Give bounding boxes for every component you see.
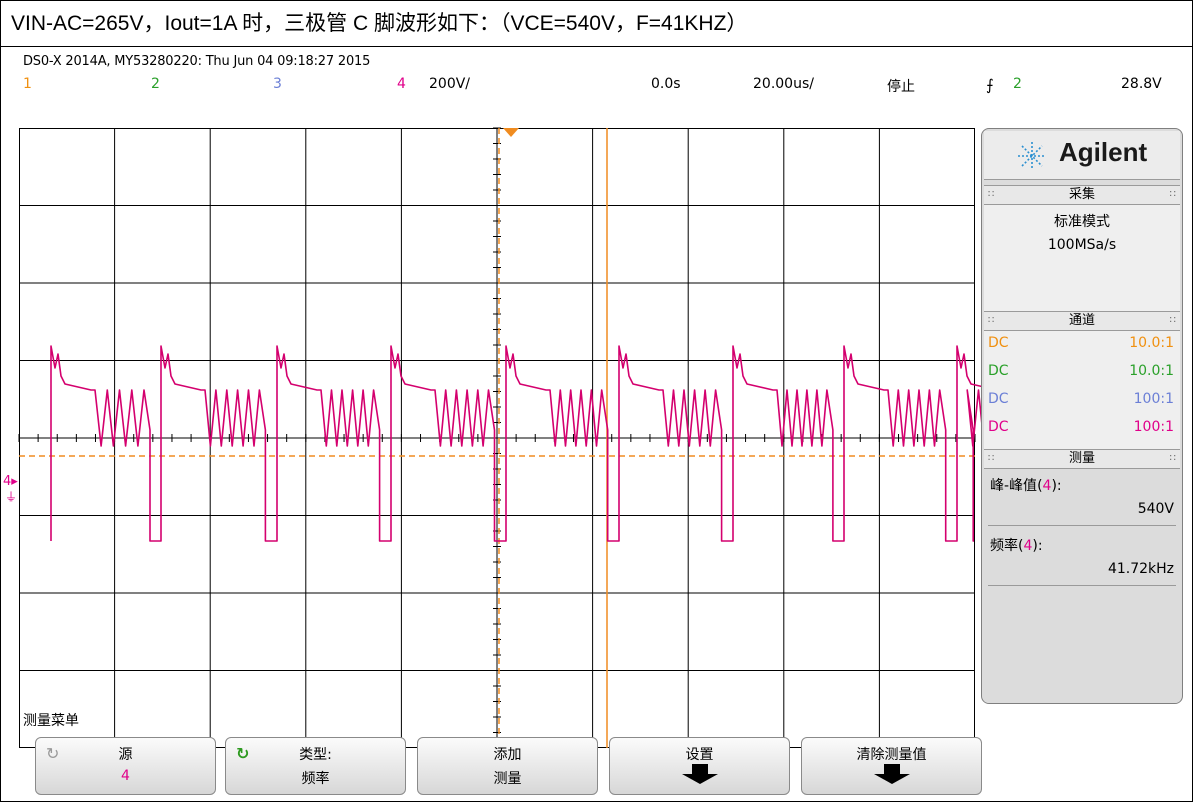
acquire-section: 标准模式 100MSa/s <box>984 205 1180 311</box>
logo-ray <box>1021 145 1043 167</box>
acquire-rate: 100MSa/s <box>1047 237 1117 253</box>
divider <box>988 585 1176 586</box>
scope-header: DS0-X 2014A, MY53280220: Thu Jun 04 09:1… <box>23 54 371 69</box>
agilent-spark-icon <box>1018 142 1046 170</box>
refresh-icon: ↻ <box>236 744 250 763</box>
softkey-label: 清除测量值 <box>856 747 927 763</box>
softkey-value: 测量 <box>493 771 522 787</box>
grip-icon: ∷ <box>1169 315 1176 326</box>
measure-section: 峰-峰值(4): 540V 频率(4): 41.72kHz <box>984 469 1180 703</box>
channel-4-waveform <box>50 345 1002 542</box>
measure-heading[interactable]: ∷ 测量 ∷ <box>984 449 1180 469</box>
grip-icon: ∷ <box>1169 453 1176 464</box>
clear-measurements-softkey[interactable]: 清除测量值 <box>801 737 982 795</box>
oscilloscope-screen: DS0-X 2014A, MY53280220: Thu Jun 04 09:1… <box>1 48 1192 801</box>
acquire-mode: 标准模式 <box>1054 214 1110 230</box>
softkey-value: 频率 <box>301 771 330 787</box>
channels-heading-label: 通道 <box>1068 313 1095 328</box>
rising-edge-icon: ⨍ <box>986 76 994 94</box>
measure-freq-label: 频率(4): <box>990 538 1043 554</box>
menu-title: 测量菜单 <box>23 713 79 729</box>
logo-ray <box>1021 145 1043 167</box>
measure-heading-label: 测量 <box>1068 451 1095 466</box>
add-measurement-softkey[interactable]: 添加 测量 <box>417 737 598 795</box>
page-title: VIN-AC=265V，Iout=1A 时，三极管 C 脚波形如下：（VCE=5… <box>1 1 1192 47</box>
channels-section: DC 10.0:1 DC 10.0:1 DC 100:1 DC 100:1 <box>984 331 1180 449</box>
measure-pkpk-value: 540V <box>1137 501 1174 517</box>
channel-row-1[interactable]: DC 10.0:1 <box>988 335 1174 351</box>
grip-icon: ∷ <box>988 315 995 326</box>
channels-heading[interactable]: ∷ 通道 ∷ <box>984 311 1180 331</box>
softkey-label: 添加 <box>493 747 522 763</box>
measure-pkpk-label: 峰-峰值(4): <box>990 478 1062 494</box>
time-offset: 0.0s <box>651 76 681 92</box>
brand-name: Agilent <box>1059 137 1148 167</box>
trigger-source: 2 <box>1013 76 1022 92</box>
ground-symbol-icon: ⏚ <box>5 490 18 504</box>
acquire-heading-label: 采集 <box>1068 187 1095 202</box>
type-softkey[interactable]: ↻ 类型: 频率 <box>225 737 406 795</box>
source-softkey[interactable]: ↻ 源 4 <box>35 737 216 795</box>
grip-icon: ∷ <box>1169 189 1176 200</box>
ground-marker-label: 4 <box>3 474 12 489</box>
trigger-position-marker <box>503 128 519 137</box>
arrow-down-icon <box>681 764 718 784</box>
refresh-icon: ↻ <box>46 744 60 763</box>
trigger-level: 28.8V <box>1121 76 1162 92</box>
brand-box: Agilent <box>984 131 1180 180</box>
channel-row-2[interactable]: DC 10.0:1 <box>988 363 1174 379</box>
softkey-label: 设置 <box>685 747 714 763</box>
softkey-label: 源 <box>118 747 133 763</box>
channel-row-4[interactable]: DC 100:1 <box>988 419 1174 435</box>
acquire-heading[interactable]: ∷ 采集 ∷ <box>984 185 1180 205</box>
channel-row-3[interactable]: DC 100:1 <box>988 391 1174 407</box>
measure-freq-value: 41.72kHz <box>1107 561 1174 577</box>
channel-2-indicator[interactable]: 2 <box>151 76 160 92</box>
grip-icon: ∷ <box>988 189 995 200</box>
settings-softkey[interactable]: 设置 <box>609 737 790 795</box>
channel-4-indicator[interactable]: 4 <box>397 76 406 92</box>
ground-icon: ▸ <box>11 474 18 489</box>
vertical-scale: 200V/ <box>429 76 471 92</box>
channel-1-indicator[interactable]: 1 <box>23 76 32 92</box>
waveform-plot <box>18 127 1002 749</box>
grip-icon: ∷ <box>988 453 995 464</box>
time-scale: 20.00us/ <box>753 76 814 92</box>
channel-3-indicator[interactable]: 3 <box>273 76 282 92</box>
softkey-label: 类型: <box>299 747 332 763</box>
arrow-down-icon <box>873 764 910 784</box>
softkey-value: 4 <box>121 768 130 784</box>
divider <box>988 525 1176 526</box>
side-panel: Agilent ∷ 采集 ∷ 标准模式 100MSa/s ∷ 通道 ∷ DC 10… <box>981 128 1183 704</box>
ground-reference-marker[interactable]: 4▸ <box>3 474 18 489</box>
run-state: 停止 <box>887 79 915 95</box>
